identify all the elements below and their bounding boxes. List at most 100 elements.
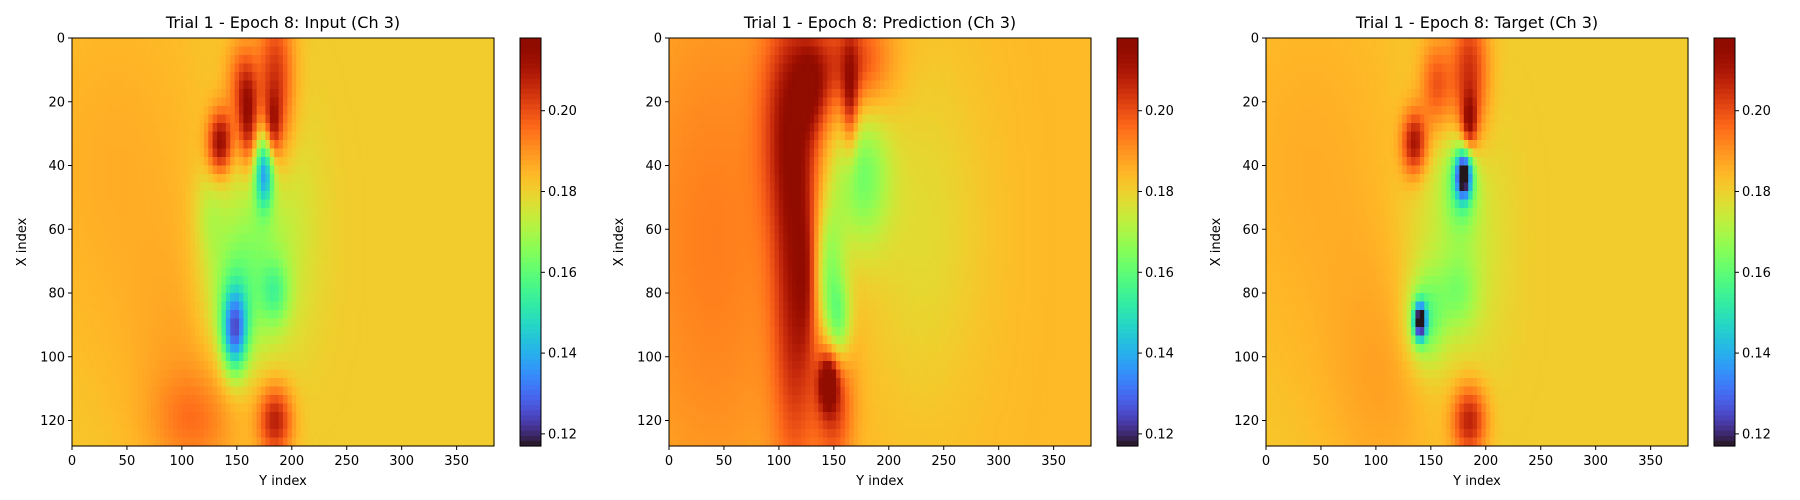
- heatmap-cell: [111, 267, 117, 277]
- heatmap-cell: [274, 157, 280, 167]
- heatmap-cell: [133, 106, 139, 116]
- heatmap-cell: [322, 437, 328, 447]
- heatmap-cell: [137, 284, 143, 294]
- heatmap-cell: [454, 123, 460, 133]
- heatmap-cell: [309, 72, 315, 82]
- heatmap-cell: [93, 369, 99, 379]
- heatmap-cell: [76, 352, 82, 362]
- heatmap-cell: [326, 80, 332, 90]
- heatmap-cell: [256, 55, 262, 65]
- heatmap-cell: [129, 182, 135, 192]
- heatmap-cell: [300, 301, 306, 311]
- heatmap-cell: [234, 437, 240, 447]
- heatmap-cell: [107, 46, 113, 56]
- heatmap-cell: [208, 97, 214, 107]
- heatmap-cell: [190, 191, 196, 201]
- heatmap-cell: [331, 361, 337, 371]
- heatmap-cell: [357, 276, 363, 286]
- colorbar-segment: [520, 63, 541, 70]
- heatmap-cell: [85, 301, 91, 311]
- heatmap-cell: [186, 259, 192, 269]
- heatmap-cell: [353, 123, 359, 133]
- heatmap-cell: [72, 131, 77, 141]
- heatmap-cell: [485, 46, 491, 56]
- colorbar-segment: [520, 252, 541, 258]
- heatmap-cell: [384, 293, 390, 303]
- heatmap-cell: [199, 174, 205, 184]
- heatmap-cell: [397, 216, 403, 226]
- heatmap-cell: [893, 38, 899, 48]
- heatmap-cell: [111, 174, 117, 184]
- heatmap-cell: [450, 174, 456, 184]
- heatmap-cell: [485, 63, 491, 73]
- heatmap-cell: [454, 386, 460, 396]
- heatmap-cell: [445, 233, 451, 243]
- heatmap-cell: [370, 131, 376, 141]
- heatmap-cell: [419, 310, 425, 320]
- colorbar-segment: [520, 267, 541, 274]
- heatmap-cell: [168, 63, 174, 73]
- heatmap-cell: [428, 131, 434, 141]
- heatmap-cell: [287, 310, 293, 320]
- heatmap-cell: [366, 38, 372, 48]
- heatmap-cell: [181, 114, 187, 124]
- heatmap-cell: [124, 369, 130, 379]
- heatmap-cell: [120, 250, 126, 260]
- heatmap-cell: [375, 403, 381, 413]
- heatmap-cell: [335, 429, 341, 439]
- heatmap-cell: [322, 361, 328, 371]
- heatmap-cell: [392, 55, 398, 65]
- heatmap-cell: [155, 216, 161, 226]
- heatmap-cell: [454, 38, 460, 48]
- heatmap-cell: [151, 63, 157, 73]
- heatmap-cell: [243, 259, 249, 269]
- heatmap-cell: [467, 191, 473, 201]
- heatmap-cell: [265, 437, 271, 447]
- heatmap-cell: [340, 89, 346, 99]
- heatmap-cell: [436, 403, 442, 413]
- heatmap-cell: [476, 335, 482, 345]
- heatmap-cell: [384, 276, 390, 286]
- heatmap-cell: [309, 199, 315, 209]
- heatmap-cell: [76, 395, 82, 405]
- heatmap-cell: [928, 55, 934, 65]
- heatmap-cell: [335, 378, 341, 388]
- heatmap-cell: [190, 293, 196, 303]
- heatmap-cell: [406, 318, 412, 328]
- heatmap-cell: [261, 386, 267, 396]
- heatmap-cell: [85, 395, 91, 405]
- heatmap-cell: [212, 276, 218, 286]
- heatmap-cell: [476, 259, 482, 269]
- heatmap-cell: [445, 191, 451, 201]
- heatmap-cell: [796, 38, 802, 48]
- heatmap-cell: [278, 318, 284, 328]
- heatmap-cell: [423, 233, 429, 243]
- heatmap-cell: [159, 55, 165, 65]
- heatmap-cell: [476, 140, 482, 150]
- heatmap-cell: [296, 242, 302, 252]
- heatmap-cell: [199, 106, 205, 116]
- heatmap-cell: [133, 208, 139, 218]
- heatmap-cell: [102, 420, 108, 430]
- heatmap-cell: [300, 378, 306, 388]
- heatmap-cell: [322, 38, 328, 48]
- heatmap-cell: [348, 420, 354, 430]
- heatmap-cell: [467, 72, 473, 82]
- heatmap-cell: [225, 123, 231, 133]
- heatmap-cell: [151, 208, 157, 218]
- heatmap-cell: [208, 335, 214, 345]
- heatmap-cell: [164, 284, 170, 294]
- heatmap-cell: [85, 378, 91, 388]
- heatmap-cell: [300, 131, 306, 141]
- heatmap-cell: [401, 114, 407, 124]
- heatmap-cell: [102, 225, 108, 235]
- heatmap-cell: [283, 437, 288, 447]
- heatmap-cell: [195, 284, 201, 294]
- heatmap-cell: [472, 310, 478, 320]
- heatmap-cell: [818, 55, 824, 65]
- heatmap-cell: [164, 46, 170, 56]
- heatmap-cell: [129, 276, 135, 286]
- heatmap-cell: [436, 148, 442, 158]
- heatmap-cell: [234, 395, 240, 405]
- heatmap-cell: [76, 97, 82, 107]
